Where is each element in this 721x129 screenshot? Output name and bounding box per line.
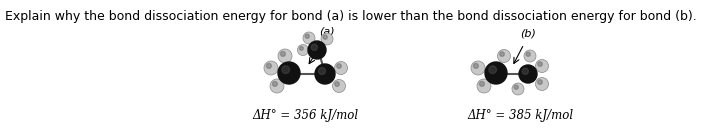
Circle shape — [514, 85, 518, 89]
Circle shape — [335, 82, 340, 86]
Circle shape — [471, 61, 485, 75]
Circle shape — [298, 45, 309, 55]
Text: ΔH° = 385 kJ/mol: ΔH° = 385 kJ/mol — [467, 109, 573, 122]
Circle shape — [519, 65, 537, 83]
Text: (a): (a) — [319, 26, 335, 36]
Circle shape — [278, 49, 292, 63]
Circle shape — [315, 64, 335, 84]
Circle shape — [536, 78, 549, 91]
Circle shape — [474, 63, 478, 68]
Circle shape — [526, 52, 531, 56]
Circle shape — [335, 62, 348, 75]
Circle shape — [477, 79, 491, 93]
Circle shape — [280, 51, 286, 56]
Circle shape — [311, 44, 317, 50]
Circle shape — [305, 34, 309, 38]
Circle shape — [303, 32, 315, 44]
Text: (b): (b) — [520, 28, 536, 38]
Circle shape — [524, 50, 536, 62]
Circle shape — [308, 41, 326, 59]
Circle shape — [497, 50, 510, 62]
Circle shape — [522, 68, 528, 74]
Circle shape — [323, 35, 327, 39]
Circle shape — [489, 66, 497, 74]
Circle shape — [538, 62, 542, 66]
Circle shape — [299, 46, 304, 50]
Circle shape — [273, 81, 278, 86]
Circle shape — [270, 79, 284, 93]
Circle shape — [479, 81, 485, 86]
Circle shape — [485, 62, 507, 84]
Circle shape — [512, 83, 524, 95]
Circle shape — [321, 33, 333, 45]
Circle shape — [500, 52, 504, 56]
Circle shape — [282, 66, 290, 74]
Text: Explain why the bond dissociation energy for bond (a) is lower than the bond dis: Explain why the bond dissociation energy… — [5, 10, 696, 23]
Circle shape — [538, 80, 542, 84]
Circle shape — [337, 64, 341, 68]
Text: ΔH° = 356 kJ/mol: ΔH° = 356 kJ/mol — [252, 109, 358, 122]
Circle shape — [332, 79, 345, 92]
Circle shape — [264, 61, 278, 75]
Circle shape — [536, 59, 549, 72]
Circle shape — [278, 62, 300, 84]
Circle shape — [319, 67, 325, 75]
Circle shape — [267, 63, 271, 68]
